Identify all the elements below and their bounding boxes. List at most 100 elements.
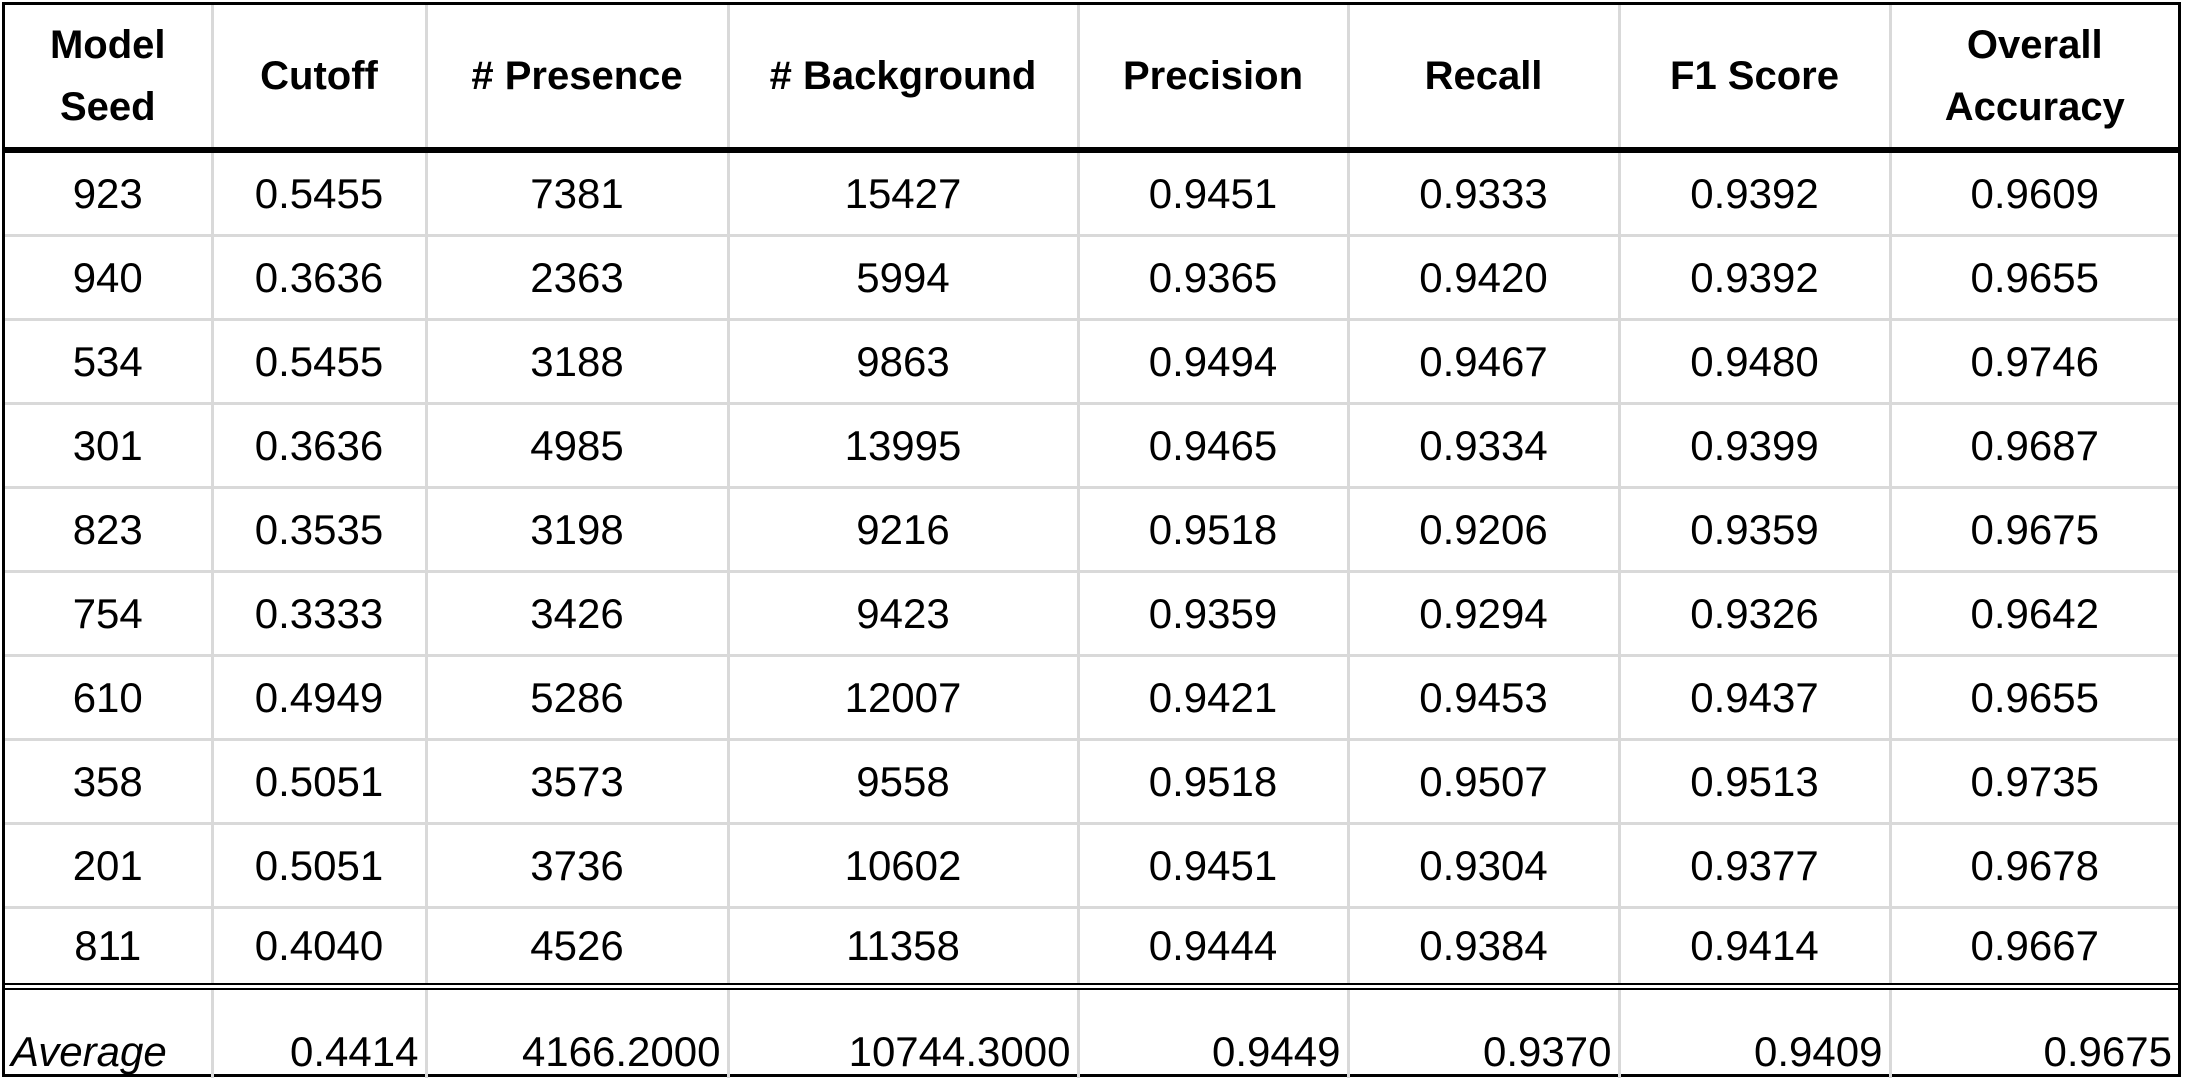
- table-cell: 0.3535: [210, 486, 428, 572]
- results-table: Model Seed Cutoff # Presence # Background Pr…: [5, 5, 2178, 1078]
- table-cell: 3426: [424, 570, 730, 656]
- table-cell: 0.9494: [1076, 318, 1350, 404]
- table-header: Model Seed Cutoff # Presence # Background Pr…: [5, 5, 2178, 153]
- table-cell: 3736: [424, 822, 730, 908]
- table-row: 534 0.5455 3188 9863 0.9494 0.9467 0.9480 0.974…: [5, 318, 2178, 404]
- table-cell: 0.9420: [1346, 234, 1621, 320]
- table-cell: 301: [5, 402, 214, 488]
- table-cell: 11358: [726, 906, 1080, 990]
- table-cell: 0.5051: [210, 738, 428, 824]
- average-cell: 0.9675: [1888, 986, 2178, 1078]
- column-header: # Background: [726, 5, 1080, 153]
- table-cell: 0.9421: [1076, 654, 1350, 740]
- table-cell: 0.4949: [210, 654, 428, 740]
- table-cell: 3573: [424, 738, 730, 824]
- table-cell: 0.5455: [210, 150, 428, 236]
- table-cell: 0.9518: [1076, 738, 1350, 824]
- table-row: 201 0.5051 3736 10602 0.9451 0.9304 0.9377 0.96…: [5, 822, 2178, 908]
- table-cell: 9423: [726, 570, 1080, 656]
- table-cell: 0.9437: [1617, 654, 1892, 740]
- table-row: 923 0.5455 7381 15427 0.9451 0.9333 0.9392 0.96…: [5, 150, 2178, 236]
- table-cell: 7381: [424, 150, 730, 236]
- table-cell: 0.3636: [210, 234, 428, 320]
- table-row: 940 0.3636 2363 5994 0.9365 0.9420 0.9392 0.965…: [5, 234, 2178, 320]
- table-cell: 0.9414: [1617, 906, 1892, 990]
- table-cell: 10602: [726, 822, 1080, 908]
- table-cell: 0.9642: [1888, 570, 2178, 656]
- table-cell: 15427: [726, 150, 1080, 236]
- table-row: 811 0.4040 4526 11358 0.9444 0.9384 0.9414 0.96…: [5, 906, 2178, 990]
- table-cell: 0.9444: [1076, 906, 1350, 990]
- table-cell: 0.9687: [1888, 402, 2178, 488]
- table-cell: 0.4040: [210, 906, 428, 990]
- column-header: Precision: [1076, 5, 1350, 153]
- table-cell: 9216: [726, 486, 1080, 572]
- table-cell: 0.9333: [1346, 150, 1621, 236]
- table-cell: 0.9392: [1617, 150, 1892, 236]
- table-cell: 9558: [726, 738, 1080, 824]
- average-cell: 0.9449: [1076, 986, 1350, 1078]
- table-cell: 3198: [424, 486, 730, 572]
- table-cell: 0.9392: [1617, 234, 1892, 320]
- table-cell: 0.9359: [1076, 570, 1350, 656]
- table-cell: 0.9206: [1346, 486, 1621, 572]
- table-cell: 13995: [726, 402, 1080, 488]
- table-cell: 0.9667: [1888, 906, 2178, 990]
- average-label: Average: [5, 986, 214, 1078]
- table-cell: 2363: [424, 234, 730, 320]
- table-cell: 0.5455: [210, 318, 428, 404]
- table-cell: 0.9377: [1617, 822, 1892, 908]
- table-cell: 12007: [726, 654, 1080, 740]
- table-cell: 0.9294: [1346, 570, 1621, 656]
- average-cell: 0.9370: [1346, 986, 1621, 1078]
- table-cell: 0.3636: [210, 402, 428, 488]
- average-cell: 0.9409: [1617, 986, 1892, 1078]
- table-cell: 0.9609: [1888, 150, 2178, 236]
- table-cell: 0.9513: [1617, 738, 1892, 824]
- column-header: # Presence: [424, 5, 730, 153]
- table-cell: 0.9675: [1888, 486, 2178, 572]
- table-cell: 0.9365: [1076, 234, 1350, 320]
- table-row: 754 0.3333 3426 9423 0.9359 0.9294 0.9326 0.964…: [5, 570, 2178, 656]
- table-cell: 754: [5, 570, 214, 656]
- table-cell: 5286: [424, 654, 730, 740]
- table-cell: 940: [5, 234, 214, 320]
- summary-row: Average 0.4414 4166.2000 10744.3000 0.9449 0.…: [5, 986, 2178, 1078]
- table-cell: 0.9453: [1346, 654, 1621, 740]
- table-cell: 0.9359: [1617, 486, 1892, 572]
- average-cell: 4166.2000: [424, 986, 730, 1078]
- table-body: 923 0.5455 7381 15427 0.9451 0.9333 0.9392 0.96…: [5, 150, 2178, 990]
- table-cell: 0.9467: [1346, 318, 1621, 404]
- table-cell: 5994: [726, 234, 1080, 320]
- table-cell: 4985: [424, 402, 730, 488]
- column-header: Recall: [1346, 5, 1621, 153]
- table-cell: 358: [5, 738, 214, 824]
- average-cell: 0.4414: [210, 986, 428, 1078]
- table-cell: 0.9480: [1617, 318, 1892, 404]
- table-cell: 0.3333: [210, 570, 428, 656]
- table-cell: 0.9655: [1888, 234, 2178, 320]
- table-row: 823 0.3535 3198 9216 0.9518 0.9206 0.9359 0.967…: [5, 486, 2178, 572]
- column-header: Cutoff: [210, 5, 428, 153]
- table-cell: 0.9465: [1076, 402, 1350, 488]
- table-cell: 0.9746: [1888, 318, 2178, 404]
- table-row: 301 0.3636 4985 13995 0.9465 0.9334 0.9399 0.96…: [5, 402, 2178, 488]
- table-cell: 811: [5, 906, 214, 990]
- table-cell: 0.9304: [1346, 822, 1621, 908]
- table-cell: 0.9518: [1076, 486, 1350, 572]
- table-cell: 3188: [424, 318, 730, 404]
- table-cell: 0.5051: [210, 822, 428, 908]
- table-cell: 0.9735: [1888, 738, 2178, 824]
- table-cell: 0.9326: [1617, 570, 1892, 656]
- table-cell: 4526: [424, 906, 730, 990]
- table-cell: 0.9451: [1076, 822, 1350, 908]
- table-cell: 201: [5, 822, 214, 908]
- table-cell: 610: [5, 654, 214, 740]
- table-cell: 823: [5, 486, 214, 572]
- table-cell: 0.9384: [1346, 906, 1621, 990]
- table-cell: 0.9678: [1888, 822, 2178, 908]
- table-footer: Average 0.4414 4166.2000 10744.3000 0.9449 0.…: [5, 986, 2178, 1078]
- average-cell: 10744.3000: [726, 986, 1080, 1078]
- table-cell: 0.9399: [1617, 402, 1892, 488]
